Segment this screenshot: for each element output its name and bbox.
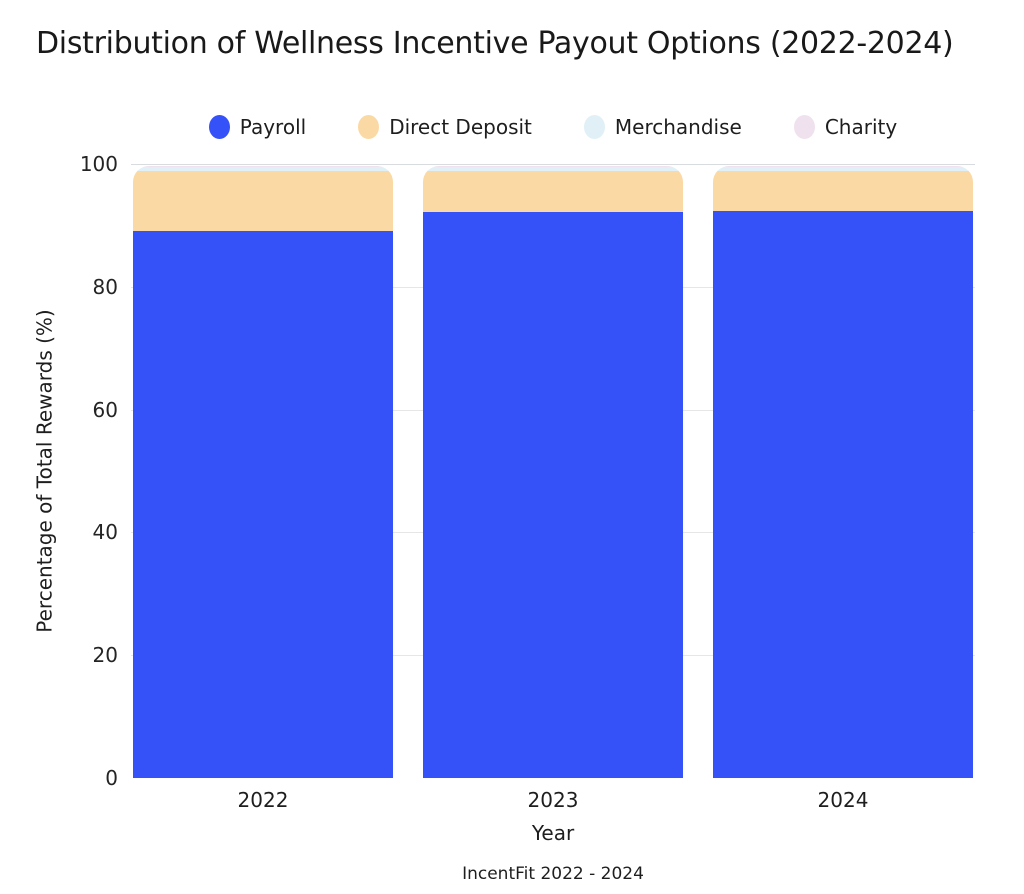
bar-2023 bbox=[423, 165, 683, 778]
bar-segment-direct-deposit-2022 bbox=[133, 170, 393, 232]
y-tick-label-40: 40 bbox=[92, 520, 118, 544]
bar-segment-payroll-2023 bbox=[423, 211, 683, 778]
legend: Payroll Direct Deposit Merchandise Charity bbox=[133, 110, 973, 144]
source-caption: IncentFit 2022 - 2024 bbox=[462, 864, 644, 884]
legend-swatch-merchandise bbox=[583, 115, 605, 139]
y-tick-label-80: 80 bbox=[92, 275, 118, 299]
x-tick-label-2024: 2024 bbox=[817, 788, 869, 812]
legend-label-direct-deposit: Direct Deposit bbox=[389, 115, 532, 139]
bar-segment-merchandise-2022 bbox=[133, 167, 393, 171]
bar-segment-merchandise-2023 bbox=[423, 167, 683, 171]
bar-segment-merchandise-2024 bbox=[713, 167, 973, 171]
y-axis-title-box: Percentage of Total Rewards (%) bbox=[30, 164, 60, 778]
legend-item-charity: Charity bbox=[793, 115, 898, 139]
x-tick-label-2023: 2023 bbox=[527, 788, 579, 812]
y-axis-ticks: 0 20 40 60 80 100 bbox=[30, 152, 118, 790]
bar-segment-charity-2024 bbox=[713, 165, 973, 167]
x-axis-title: Year bbox=[531, 821, 575, 845]
plot-area bbox=[133, 164, 973, 778]
x-tick-label-2022: 2022 bbox=[237, 788, 289, 812]
y-tick-label-20: 20 bbox=[92, 643, 118, 667]
bar-2024 bbox=[713, 165, 973, 778]
bar-segment-payroll-2024 bbox=[713, 210, 973, 778]
legend-item-direct-deposit: Direct Deposit bbox=[358, 115, 532, 139]
y-axis-title: Percentage of Total Rewards (%) bbox=[33, 309, 57, 633]
legend-swatch-payroll bbox=[208, 115, 230, 139]
bar-segment-payroll-2022 bbox=[133, 231, 393, 778]
bar-segment-direct-deposit-2023 bbox=[423, 170, 683, 212]
legend-label-payroll: Payroll bbox=[239, 115, 307, 139]
gridline-100 bbox=[131, 164, 975, 165]
bar-2022 bbox=[133, 165, 393, 778]
legend-swatch-direct-deposit bbox=[358, 115, 380, 139]
bar-segment-charity-2023 bbox=[423, 165, 683, 167]
legend-item-merchandise: Merchandise bbox=[583, 115, 742, 139]
y-tick-label-0: 0 bbox=[105, 766, 118, 790]
bar-segment-charity-2022 bbox=[133, 165, 393, 167]
y-tick-label-100: 100 bbox=[79, 152, 118, 176]
y-tick-label-60: 60 bbox=[92, 398, 118, 422]
x-axis-ticks: 2022 2023 2024 bbox=[133, 788, 973, 814]
chart-title: Distribution of Wellness Incentive Payou… bbox=[36, 26, 954, 61]
bar-segment-direct-deposit-2024 bbox=[713, 170, 973, 211]
legend-label-merchandise: Merchandise bbox=[614, 115, 742, 139]
legend-item-payroll: Payroll bbox=[208, 115, 307, 139]
legend-swatch-charity bbox=[793, 115, 815, 139]
legend-label-charity: Charity bbox=[824, 115, 898, 139]
